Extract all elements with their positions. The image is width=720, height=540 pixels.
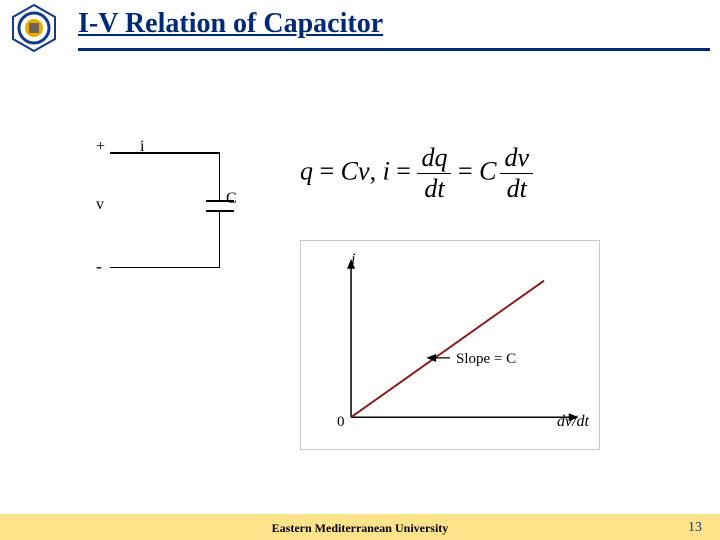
eq-comma: ,	[370, 156, 383, 185]
eq-dt1: dt	[417, 174, 451, 202]
graph-svg	[311, 251, 589, 439]
terminal-minus: -	[96, 256, 102, 277]
header-rule	[78, 48, 710, 51]
eq-frac-dqdt: dqdt	[417, 145, 451, 202]
capacitor-circuit: + i v - C	[80, 140, 250, 290]
slide-footer: Eastern Mediterranean University 13	[0, 514, 720, 540]
page-number: 13	[688, 520, 702, 536]
university-logo	[10, 4, 58, 52]
graph-inner: i 0 dv/dt Slope = C	[311, 251, 589, 439]
iv-equation: q = Cv, i = dqdt = Cdvdt	[300, 145, 680, 205]
eq-v: v	[358, 156, 370, 185]
eq-eq1: =	[313, 156, 341, 185]
iv-graph: i 0 dv/dt Slope = C	[300, 240, 600, 450]
eq-q: q	[300, 156, 313, 185]
slide-header: I-V Relation of Capacitor	[0, 0, 720, 60]
eq-dv: dv	[500, 145, 533, 174]
voltage-label: v	[96, 196, 104, 214]
terminal-plus: +	[96, 138, 105, 156]
eq-dq: dq	[417, 145, 451, 174]
slope-label: Slope = C	[456, 351, 516, 368]
slide: I-V Relation of Capacitor + i v - C q = …	[0, 0, 720, 540]
slide-title: I-V Relation of Capacitor	[78, 8, 383, 40]
eq-dt2: dt	[500, 174, 533, 202]
eq-C2: C	[479, 156, 496, 185]
eq-eq3: =	[451, 156, 479, 185]
eq-frac-dvdt: dvdt	[500, 145, 533, 202]
eq-i: i	[383, 156, 390, 185]
eq-C: C	[341, 156, 358, 185]
x-axis-label: dv/dt	[557, 413, 589, 431]
eq-eq2: =	[390, 156, 418, 185]
y-axis-label: i	[351, 251, 355, 269]
footer-text: Eastern Mediterranean University	[0, 521, 720, 536]
origin-label: 0	[337, 414, 345, 431]
capacitance-label: C	[226, 190, 237, 208]
current-label: i	[140, 138, 144, 156]
